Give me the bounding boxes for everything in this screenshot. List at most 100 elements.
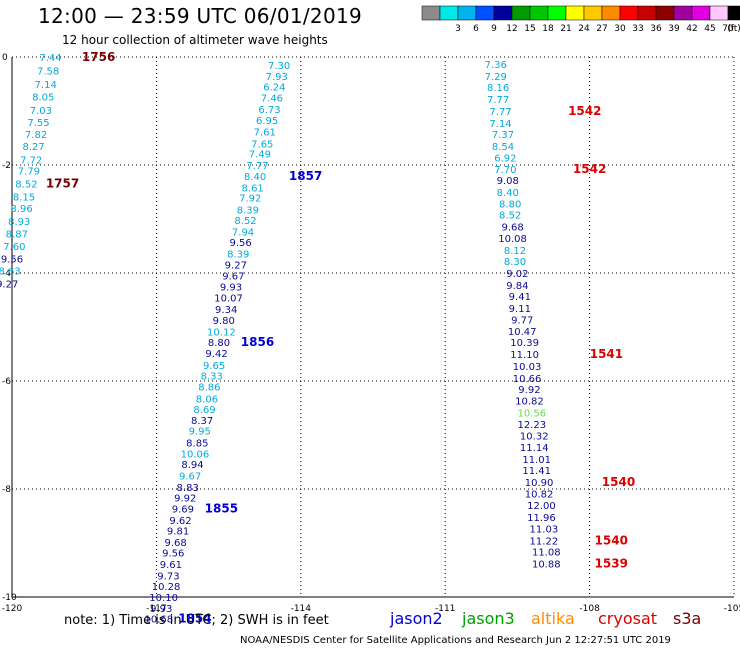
wave-height-value: 7.29 <box>485 72 507 83</box>
wave-height-value: 8.85 <box>186 439 208 450</box>
scale-label: 6 <box>473 24 479 34</box>
footnote: note: 1) Time is in UTC; 2) SWH is in fe… <box>64 613 329 628</box>
track-a: 7.44 7.58 7.148.05 7.037.557.828.27 7.727.79… <box>0 50 115 290</box>
scale-label: 18 <box>542 24 554 34</box>
wave-height-value: 7.77 <box>489 107 511 118</box>
wave-height-value: 6.24 <box>263 83 285 94</box>
wave-height-value: 9.84 <box>506 281 528 292</box>
credit-line: NOAA/NESDIS Center for Satellite Applica… <box>240 635 671 646</box>
scale-label: 70 <box>722 24 734 34</box>
wave-height-value: 7.55 <box>27 118 49 129</box>
time-label: 1856 <box>241 335 274 349</box>
wave-height-value: 10.08 <box>498 234 527 245</box>
time-label: 1757 <box>46 176 79 190</box>
wave-height-value: 10.56 <box>518 408 547 419</box>
track-c: 7.367.298.167.777.777.147.378.546.927.70… <box>485 60 636 571</box>
wave-height-value: 10.39 <box>510 338 539 349</box>
wave-height-value: 8.87 <box>6 230 28 241</box>
wave-height-value: 6.95 <box>256 116 278 127</box>
wave-height-value: 8.33 <box>201 372 223 383</box>
wave-height-value: 11.96 <box>527 513 556 524</box>
wave-height-value: 12.23 <box>518 420 547 431</box>
wave-height-value: 8.39 <box>227 250 249 261</box>
wave-height-value: 8.80 <box>499 199 521 210</box>
wave-height-value: 10.82 <box>515 396 544 407</box>
wave-height-value: 10.10 <box>149 593 178 604</box>
wave-height-value: 8.94 <box>181 460 203 471</box>
wave-height-value: 8.96 <box>10 204 32 215</box>
time-label: 1854 <box>178 612 211 626</box>
wave-height-value: 8.40 <box>497 188 519 199</box>
wave-height-value: 9.80 <box>213 316 235 327</box>
wave-height-value: 8.39 <box>237 205 259 216</box>
time-label: 1857 <box>289 169 322 183</box>
wave-height-value: 9.11 <box>509 304 531 315</box>
wave-height-value: 9.42 <box>205 349 227 360</box>
wave-height-value: 7.30 <box>268 61 290 72</box>
wave-height-value: 8.12 <box>504 246 526 257</box>
wave-height-value: 8.80 <box>208 338 230 349</box>
satellite-legend-item-cryosat: cryosat <box>598 609 658 628</box>
wave-height-value: 7.72 <box>20 156 42 167</box>
wave-height-value: 7.14 <box>489 119 511 130</box>
wave-height-value: 8.52 <box>234 216 256 227</box>
wave-height-value: 10.68 <box>144 615 173 626</box>
wave-height-value: 11.01 <box>522 455 551 466</box>
time-label: 1756 <box>82 50 115 64</box>
wave-height-value: 10.12 <box>207 327 236 338</box>
scale-label: 15 <box>524 24 535 34</box>
wave-height-value: 10.07 <box>214 293 243 304</box>
color-scale-legend: 3 6 9 12 15 18 21 24 27 30 33 36 39 42 45 70(ft) <box>421 5 740 34</box>
wave-height-value: 9.61 <box>160 560 182 571</box>
wave-height-value: 11.03 <box>530 524 559 535</box>
wave-height-value: 7.03 <box>30 106 52 117</box>
lon-tick-label: -117 <box>146 604 166 614</box>
scale-label: 24 <box>578 24 590 34</box>
lon-tick-label: -120 <box>2 604 23 614</box>
wave-height-value: 8.27 <box>23 142 45 153</box>
wave-height-value: 8.52 <box>15 179 37 190</box>
wave-height-value: 9.02 <box>506 269 528 280</box>
wave-height-value: 9.62 <box>169 516 191 527</box>
wave-height-value: 9.77 <box>511 315 533 326</box>
wave-height-value: 9.34 <box>215 305 237 316</box>
wave-height-value: 12.00 <box>527 501 556 512</box>
wave-height-value: 9.73 <box>157 571 179 582</box>
scale-label: 3 <box>455 24 461 34</box>
wave-height-value: 6.92 <box>494 153 516 164</box>
satellite-legend-item-altika: altika <box>531 609 575 628</box>
scale-label: 36 <box>650 24 662 34</box>
scale-label: 9 <box>491 24 497 34</box>
wave-height-value: 7.14 <box>35 80 57 91</box>
wave-height-value: 10.06 <box>181 449 210 460</box>
wave-height-value: 7.36 <box>485 60 507 71</box>
lat-tick-label: 0 <box>2 53 8 63</box>
wave-height-value: 9.93 <box>220 283 242 294</box>
wave-height-value: 8.40 <box>244 172 266 183</box>
wave-height-value: 7.77 <box>246 161 268 172</box>
wave-height-value: 10.32 <box>520 432 549 443</box>
scale-swatch <box>727 5 740 21</box>
wave-height-value: 7.94 <box>232 227 254 238</box>
lat-tick-label: -4 <box>2 269 11 279</box>
time-label: 1541 <box>590 347 623 361</box>
scale-label: 12 <box>506 24 517 34</box>
wave-height-value: 9.65 <box>203 361 225 372</box>
wave-height-value: 11.08 <box>532 548 561 559</box>
wave-height-value: 9.69 <box>172 504 194 515</box>
wave-height-value: 7.37 <box>492 130 514 141</box>
wave-height-value: 8.69 <box>193 405 215 416</box>
time-label: 1542 <box>573 162 606 176</box>
wave-height-value: 11.22 <box>530 536 559 547</box>
wave-height-value: 8.16 <box>487 83 509 94</box>
scale-label: 39 <box>668 24 680 34</box>
scale-label: 33 <box>632 24 643 34</box>
wave-height-value: 9.27 <box>225 260 247 271</box>
wave-height-value: 9.56 <box>230 238 252 249</box>
wave-height-value: 7.58 <box>37 67 59 78</box>
time-label: 1855 <box>205 501 238 515</box>
wave-height-value: 10.28 <box>152 582 181 593</box>
wave-height-value: 8.05 <box>32 92 54 103</box>
wave-height-value: 8.06 <box>196 394 218 405</box>
wave-height-value: 11.41 <box>522 466 551 477</box>
